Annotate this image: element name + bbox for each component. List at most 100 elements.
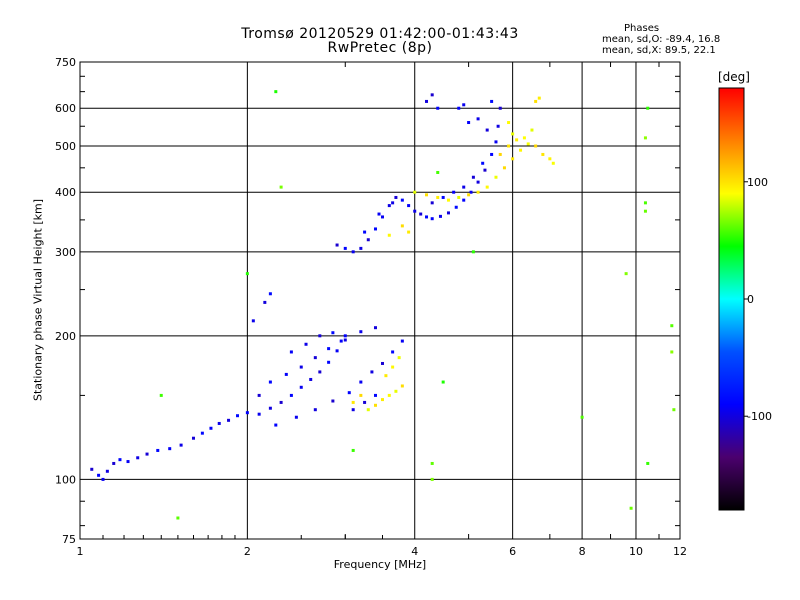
data-point — [481, 161, 485, 165]
data-point — [425, 99, 429, 103]
data-point — [400, 339, 404, 343]
x-tick-label: 4 — [411, 545, 418, 558]
data-point — [268, 406, 272, 410]
data-point — [339, 339, 343, 343]
data-point — [511, 132, 515, 136]
data-point — [363, 400, 367, 404]
data-point — [274, 423, 278, 427]
data-point — [380, 361, 384, 365]
data-point — [251, 319, 255, 323]
colorbar-tick-label: -100 — [747, 410, 772, 423]
data-point — [347, 391, 351, 395]
data-point — [289, 393, 293, 397]
data-point — [217, 421, 221, 425]
data-point — [351, 408, 355, 412]
data-point — [407, 230, 411, 234]
data-point — [351, 250, 355, 254]
data-point — [471, 250, 475, 254]
data-point — [672, 408, 676, 412]
data-point — [380, 215, 384, 219]
data-point — [394, 389, 398, 393]
data-point — [351, 400, 355, 404]
data-point — [176, 516, 180, 520]
data-point — [646, 461, 650, 465]
data-point — [294, 415, 298, 419]
data-point — [335, 243, 339, 247]
data-point — [643, 136, 647, 140]
colorbar-strip — [718, 87, 745, 511]
data-point — [438, 214, 442, 218]
data-point — [168, 447, 172, 451]
y-tick-label: 75 — [62, 533, 76, 546]
data-point — [318, 370, 322, 374]
data-point — [490, 152, 494, 156]
chart-title: Tromsø 20120529 01:42:00-01:43:43 — [241, 26, 519, 42]
data-point — [551, 161, 555, 165]
data-point — [454, 205, 458, 209]
data-point — [343, 338, 347, 342]
data-point — [446, 211, 450, 215]
phases-heading: Phases — [624, 23, 660, 34]
data-point — [441, 195, 445, 199]
data-point — [400, 224, 404, 228]
data-point — [430, 477, 434, 481]
data-point — [541, 152, 545, 156]
data-point — [670, 350, 674, 354]
data-point — [471, 175, 475, 179]
data-point — [384, 374, 388, 378]
data-point — [485, 128, 489, 132]
data-point — [490, 99, 494, 103]
data-point — [304, 342, 308, 346]
x-tick-label: 1 — [77, 545, 84, 558]
data-point — [446, 198, 450, 202]
colorbar-unit-label: [deg] — [718, 70, 750, 84]
data-point — [359, 393, 363, 397]
data-point — [331, 399, 335, 403]
data-point — [391, 350, 395, 354]
chart-subtitle: RwPretec (8p) — [327, 40, 433, 56]
data-point — [387, 233, 391, 237]
colorbar-tick-label: 0 — [747, 293, 754, 306]
data-point — [227, 418, 231, 422]
data-point — [391, 201, 395, 205]
data-point — [534, 144, 538, 148]
y-tick-label: 400 — [55, 186, 76, 199]
data-point — [284, 372, 288, 376]
x-tick-label: 6 — [509, 545, 516, 558]
y-tick-label: 750 — [55, 56, 76, 69]
data-point — [407, 204, 411, 208]
data-point — [359, 380, 363, 384]
data-point — [580, 415, 584, 419]
colorbar: 100 0 -100 — [718, 87, 772, 511]
data-point — [519, 148, 523, 152]
data-point — [299, 365, 303, 369]
data-point — [179, 443, 183, 447]
data-point — [343, 334, 347, 338]
y-tick-label: 300 — [55, 246, 76, 259]
data-point — [145, 452, 149, 456]
data-point — [413, 209, 417, 213]
data-point — [373, 403, 377, 407]
data-point — [101, 477, 105, 481]
data-point — [268, 292, 272, 296]
data-point — [467, 121, 471, 125]
grid-lines — [80, 62, 680, 539]
data-point — [469, 190, 473, 194]
phases-o-mode-stats: mean, sd,O: -89.4, 16.8 — [602, 34, 721, 45]
data-point — [335, 349, 339, 353]
data-point — [387, 393, 391, 397]
data-point — [530, 128, 534, 132]
data-point — [359, 246, 363, 250]
data-point — [441, 380, 445, 384]
x-axis-label: Frequency [MHz] — [333, 558, 427, 571]
plot-frame — [79, 61, 681, 540]
data-point — [462, 185, 466, 189]
data-point — [425, 215, 429, 219]
data-point — [400, 198, 404, 202]
data-point — [397, 356, 401, 360]
data-point — [537, 96, 541, 100]
y-tick-label: 500 — [55, 140, 76, 153]
data-point — [318, 334, 322, 338]
